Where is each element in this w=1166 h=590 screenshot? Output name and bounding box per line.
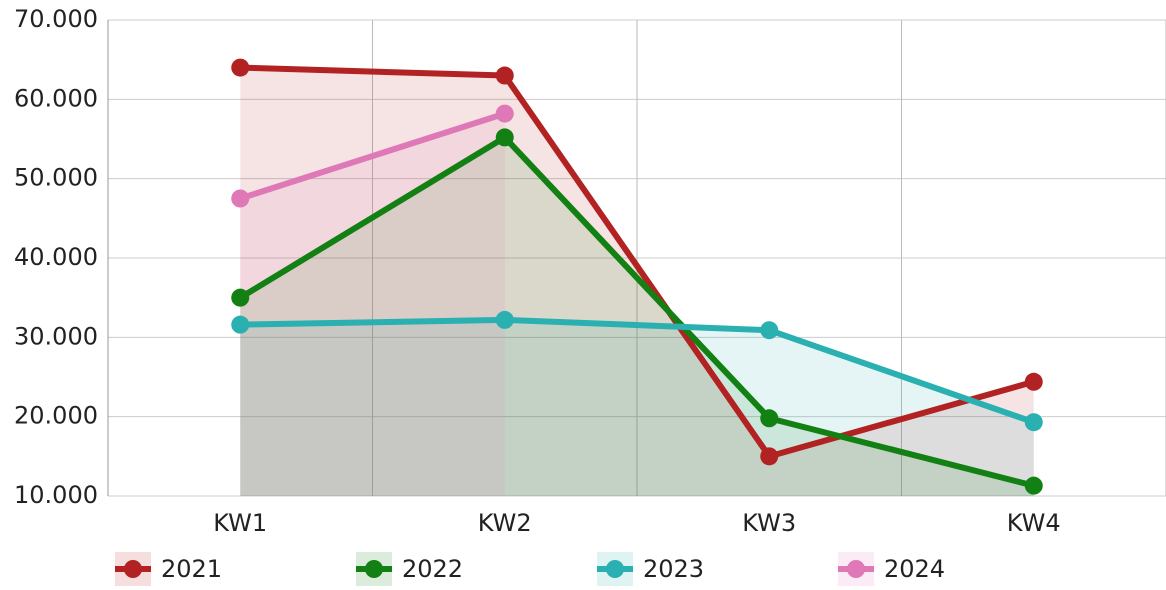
- point: [1024, 372, 1043, 391]
- legend-swatch-dot: [365, 560, 383, 578]
- legend-label: 2024: [884, 555, 945, 583]
- x-tick-label: KW2: [478, 509, 532, 537]
- area: [240, 319, 1034, 496]
- area: [240, 113, 505, 496]
- y-tick-label: 50.000: [14, 164, 98, 192]
- point: [495, 66, 514, 85]
- y-tick-label: 30.000: [14, 322, 98, 350]
- point: [495, 104, 514, 123]
- point: [495, 128, 514, 147]
- y-tick-label: 20.000: [14, 402, 98, 430]
- legend-label: 2022: [402, 555, 463, 583]
- legend-swatch-dot: [124, 560, 142, 578]
- point: [231, 288, 250, 307]
- point: [1024, 476, 1043, 495]
- point: [1024, 413, 1043, 432]
- line: [238, 134, 1035, 489]
- y-tick-label: 60.000: [14, 84, 98, 112]
- y-tick-label: 70.000: [14, 5, 98, 33]
- point: [231, 315, 250, 334]
- legend-label: 2021: [161, 555, 222, 583]
- x-tick-label: KW1: [213, 509, 267, 537]
- y-tick-label: 40.000: [14, 243, 98, 271]
- y-tick-label: 10.000: [14, 481, 98, 509]
- point: [760, 321, 779, 340]
- line: [240, 64, 1035, 460]
- legend-swatch-dot: [847, 560, 865, 578]
- area: [240, 137, 1034, 496]
- legend-label: 2023: [643, 555, 704, 583]
- point: [231, 58, 250, 77]
- legend-swatch-dot: [606, 560, 624, 578]
- point: [231, 189, 250, 208]
- x-tick-label: KW3: [742, 509, 796, 537]
- point: [760, 409, 779, 428]
- x-tick-label: KW4: [1007, 509, 1061, 537]
- line: [239, 110, 506, 202]
- point: [760, 447, 779, 466]
- line: [240, 316, 1035, 426]
- point: [495, 310, 514, 329]
